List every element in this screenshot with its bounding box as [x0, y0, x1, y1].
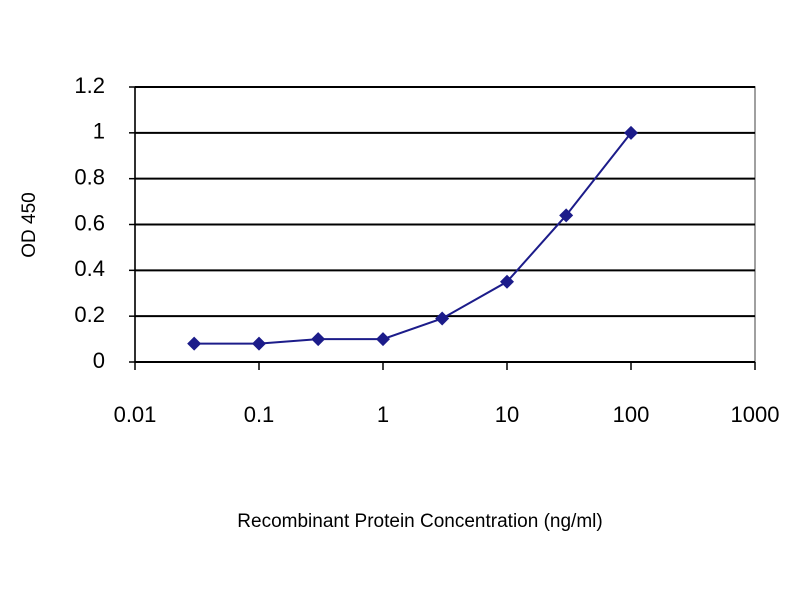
data-marker [435, 311, 450, 326]
data-marker [187, 336, 202, 351]
y-axis-label: OD 450 [19, 192, 40, 257]
data-marker [624, 125, 638, 140]
y-tick-label: 1.2 [74, 73, 105, 98]
y-tick-label: 0.4 [74, 256, 105, 281]
data-line [194, 132, 632, 345]
x-tick-label: 0.1 [244, 402, 275, 427]
data-marker [559, 208, 574, 223]
y-tick-label: 1 [93, 119, 105, 144]
y-tick-label: 0.8 [74, 164, 105, 189]
x-tick-label: 0.01 [114, 402, 157, 427]
y-tick-label: 0.2 [74, 302, 105, 327]
y-tick-label: 0 [93, 348, 105, 373]
data-marker [500, 274, 514, 289]
data-marker [376, 332, 390, 347]
data-marker [252, 336, 266, 351]
x-tick-label: 10 [495, 402, 519, 427]
x-tick-label: 100 [613, 402, 650, 427]
x-tick-label: 1000 [731, 402, 780, 427]
x-tick-label: 1 [377, 402, 389, 427]
y-tick-label: 0.6 [74, 210, 105, 235]
x-axis-label: Recombinant Protein Concentration (ng/ml… [237, 511, 602, 532]
data-marker [311, 332, 326, 347]
